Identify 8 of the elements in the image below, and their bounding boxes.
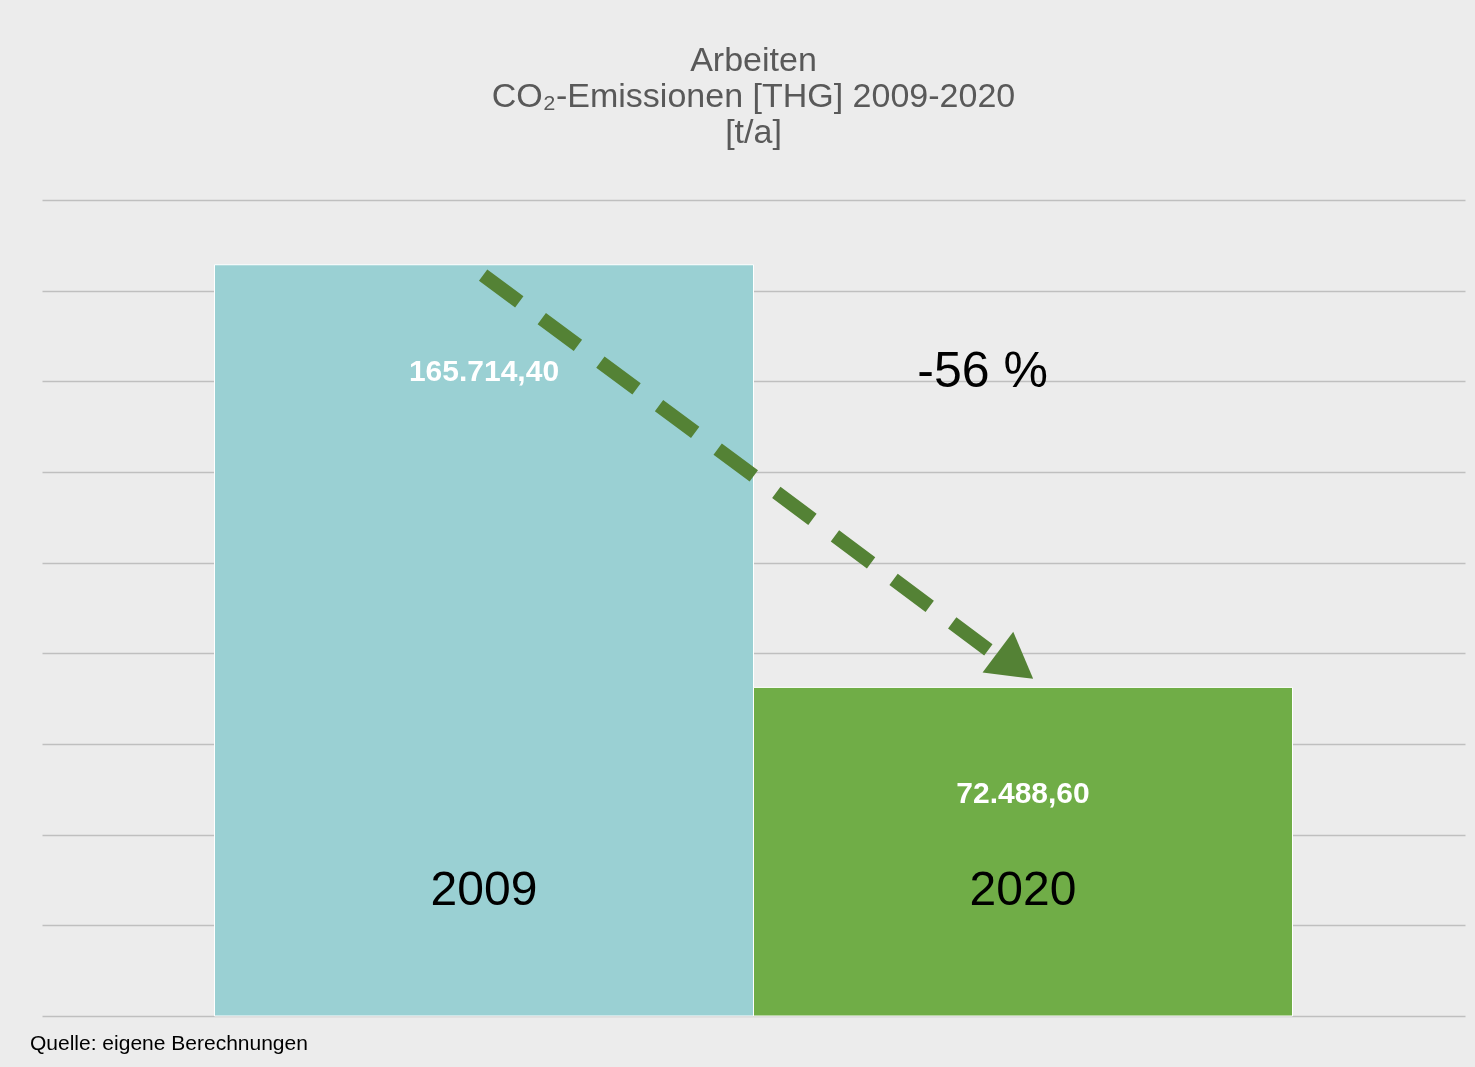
x-tick-label: 2009 <box>430 861 538 915</box>
data-label: 72.488,60 <box>956 776 1090 810</box>
annotation: -56 % <box>917 342 1048 398</box>
data-label: 165.714,40 <box>408 353 560 387</box>
source-note: Quelle: eigene Berechnungen <box>30 1031 308 1054</box>
text: CO₂-Emissionen [THG] 2009-2020 <box>491 76 1016 114</box>
text: Arbeiten <box>690 40 817 78</box>
x-tick-label: 2020 <box>969 861 1077 915</box>
